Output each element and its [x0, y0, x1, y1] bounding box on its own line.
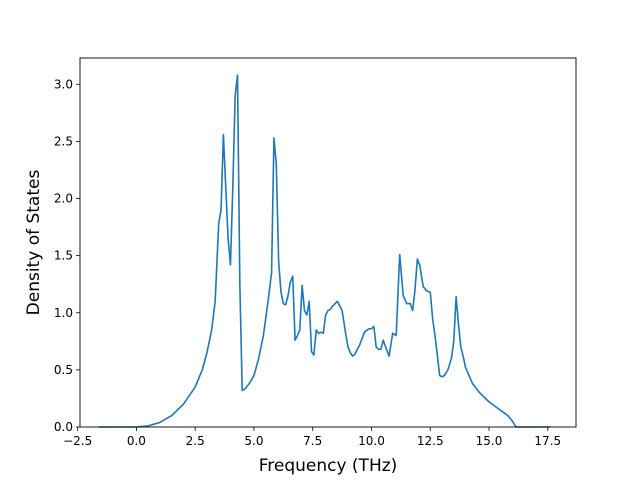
dos-series-line [98, 74, 551, 428]
x-tick-label: 5.0 [244, 434, 263, 448]
x-tick-label: 10.0 [358, 434, 385, 448]
x-axis-label: Frequency (THz) [259, 456, 398, 476]
y-tick-label: 0.5 [54, 363, 73, 377]
x-tick-label: 0.0 [127, 434, 146, 448]
x-tick-label: 12.5 [417, 434, 444, 448]
y-tick-label: 1.0 [54, 306, 73, 320]
tick-group: −2.5 0.0 2.5 5.0 7.5 10.0 12.5 15.0 17.50.00.51.… [54, 77, 561, 448]
x-tick-label: −2.5 [63, 434, 92, 448]
x-tick-label: 15.0 [476, 434, 503, 448]
x-tick-label: 7.5 [303, 434, 322, 448]
y-tick-label: 2.0 [54, 192, 73, 206]
x-tick-label: 17.5 [534, 434, 561, 448]
y-tick-label: 1.5 [54, 249, 73, 263]
x-tick-label: 2.5 [186, 434, 205, 448]
y-axis-label: Density of States [24, 170, 44, 316]
plot-frame [79, 57, 577, 428]
y-tick-label: 0.0 [54, 420, 73, 434]
y-tick-label: 2.5 [54, 134, 73, 148]
y-tick-label: 3.0 [54, 77, 73, 91]
